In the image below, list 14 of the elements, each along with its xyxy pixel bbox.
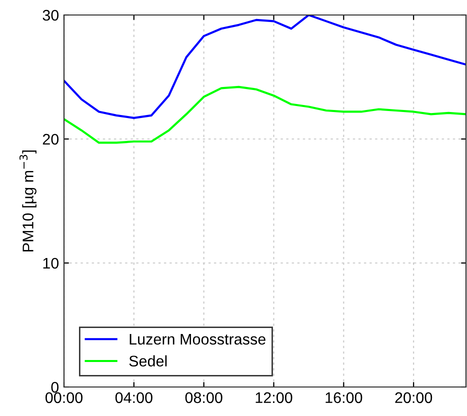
x-tick-label: 04:00 — [115, 392, 152, 404]
x-tick-label: 08:00 — [185, 392, 222, 404]
x-tick-label: 16:00 — [326, 392, 362, 404]
x-tick-label: 00:00 — [45, 392, 83, 404]
legend-label: Sedel — [129, 355, 167, 367]
x-tick-label: 12:00 — [256, 392, 292, 404]
y-axis-title: PM10 [µg m$^{−3}$] — [19, 150, 36, 252]
line-series — [64, 86, 466, 144]
y-tick-label: 30 — [42, 10, 59, 21]
legend-label: Luzern Moosstrasse — [130, 334, 266, 345]
x-tick-label: 20:00 — [395, 392, 432, 404]
y-tick-label: 20 — [42, 134, 59, 145]
y-tick-label: 0 — [51, 382, 59, 393]
y-tick-label: 10 — [43, 258, 59, 269]
